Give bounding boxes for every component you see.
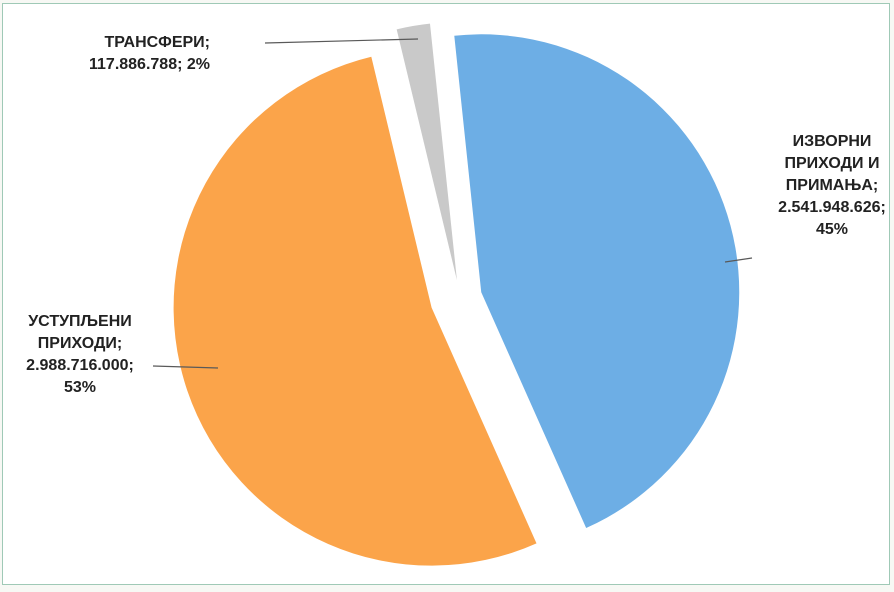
slice-izvorni-prihodi <box>454 34 740 529</box>
slice-transferi-leader-line <box>264 38 419 44</box>
slice-ustupljeni-prihodi-leader-line <box>152 365 219 369</box>
slice-ustupljeni-prihodi <box>173 56 537 566</box>
slice-izvorni-prihodi-leader-line <box>724 257 753 263</box>
slice-transferi <box>396 23 457 281</box>
slice-transferi-data-label: 117.886.788; 2% <box>89 56 210 73</box>
slice-ustupljeni-prihodi-data-label: 2.988.716.000; <box>26 357 134 374</box>
slice-ustupljeni-prihodi-data-label: УСТУПЉЕНИ <box>28 313 132 330</box>
slice-izvorni-prihodi-data-label: ПРИХОДИ И <box>784 155 879 172</box>
slice-izvorni-prihodi-data-label: ИЗВОРНИ <box>793 133 872 150</box>
slice-izvorni-prihodi-data-label: ПРИМАЊА; <box>786 177 878 194</box>
slice-izvorni-prihodi-data-label: 2.541.948.626; <box>778 199 886 216</box>
slice-izvorni-prihodi-data-label: 45% <box>816 221 848 238</box>
slice-ustupljeni-prihodi-data-label: ПРИХОДИ; <box>38 335 122 352</box>
slice-transferi-data-label: ТРАНСФЕРИ; <box>104 34 210 51</box>
slice-ustupljeni-prihodi-data-label: 53% <box>64 379 96 396</box>
